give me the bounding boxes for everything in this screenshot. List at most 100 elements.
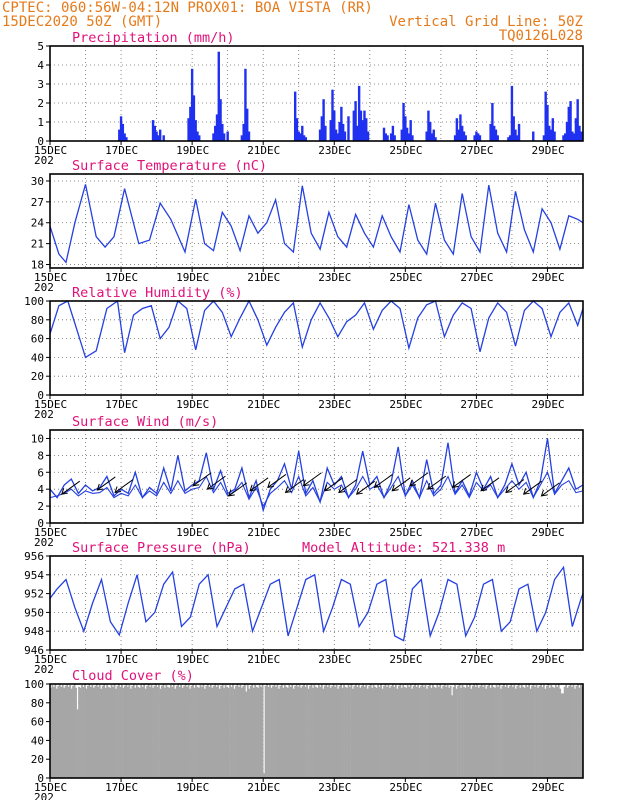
cloud-bar bbox=[519, 687, 522, 778]
wind-arrow bbox=[391, 477, 411, 492]
pres-xtick-label: 27DEC bbox=[460, 653, 493, 666]
cloud-bar bbox=[264, 685, 267, 778]
wind-arrow bbox=[427, 475, 447, 490]
cloud-bar bbox=[276, 684, 279, 778]
cloud-bar bbox=[220, 685, 223, 778]
cloud-ytick-label: 20 bbox=[31, 753, 44, 766]
cloud-bar bbox=[406, 684, 409, 778]
precip-bar bbox=[192, 95, 196, 141]
cloud-bar bbox=[181, 687, 184, 778]
cloud-bar bbox=[399, 684, 402, 778]
wind-ytick-label: 2 bbox=[37, 500, 44, 513]
cloud-bar bbox=[571, 686, 573, 778]
cloud-bar bbox=[377, 684, 379, 778]
precip-xtick-label: 21DEC bbox=[247, 144, 280, 157]
cloud-bar bbox=[109, 687, 112, 778]
cloud-bar bbox=[85, 688, 88, 778]
wind-arrow bbox=[97, 476, 116, 491]
cloud-bar bbox=[110, 684, 113, 778]
wind-ytick-label: 4 bbox=[37, 483, 44, 496]
precip-bar bbox=[578, 125, 581, 141]
cloud-bar bbox=[112, 686, 114, 778]
cloud-xtick-label: 23DEC bbox=[318, 781, 351, 794]
cloud-bar bbox=[312, 687, 314, 778]
precip-panel: 0 1 2 3 4 5 15DEC 17DEC 19DEC 21DEC 23DEC 25DEC 27DE… bbox=[34, 30, 584, 167]
cloud-bar bbox=[61, 684, 64, 778]
cloud-bar bbox=[412, 685, 415, 778]
cloud-bar bbox=[449, 685, 452, 778]
cloud-bar bbox=[224, 684, 227, 778]
precip-bar bbox=[565, 122, 569, 141]
wind-xtick-label: 21DEC bbox=[247, 526, 280, 539]
wind-arrow-head bbox=[267, 481, 274, 489]
cloud-bar bbox=[322, 688, 325, 778]
cloud-bar bbox=[266, 684, 268, 778]
cloud-bar bbox=[426, 688, 428, 778]
cloud-bar bbox=[79, 687, 82, 778]
temp-xtick-label: 27DEC bbox=[460, 271, 493, 284]
wind-arrow bbox=[192, 472, 212, 487]
wind-arrow-head bbox=[228, 489, 235, 497]
cloud-bar bbox=[81, 684, 83, 778]
cloud-bar bbox=[343, 684, 345, 778]
cloud-bar bbox=[461, 684, 464, 778]
cloud-bar bbox=[510, 684, 513, 778]
precip-ytick-label: 3 bbox=[37, 78, 44, 91]
precip-xtick-label: 15DEC bbox=[34, 144, 67, 157]
cloud-bar bbox=[100, 688, 103, 778]
cloud-bar bbox=[232, 684, 234, 778]
cloud-bar bbox=[205, 685, 208, 778]
cloud-bar bbox=[480, 684, 483, 778]
cloud-bar bbox=[378, 686, 381, 778]
cloud-bar bbox=[91, 684, 94, 778]
cloud-bar bbox=[275, 686, 277, 778]
wind-ytick-label: 10 bbox=[31, 432, 44, 445]
pres-title: Surface Pressure (hPa) bbox=[72, 540, 251, 556]
cloud-bar bbox=[300, 687, 302, 778]
cloud-bar bbox=[149, 686, 151, 778]
rh-xtick-label: 21DEC bbox=[247, 398, 280, 411]
precip-bar bbox=[453, 135, 457, 141]
cloud-bar bbox=[84, 684, 86, 778]
precip-bar bbox=[320, 116, 324, 141]
temp-frame bbox=[49, 173, 584, 269]
precip-bar bbox=[194, 120, 197, 141]
wind-arrow bbox=[541, 482, 560, 497]
cloud-bar bbox=[180, 684, 183, 778]
cloud-bar bbox=[548, 687, 551, 778]
cloud-bar bbox=[78, 686, 80, 778]
cloud-bar bbox=[236, 684, 239, 778]
cloud-bar bbox=[141, 686, 144, 778]
wind-arrow bbox=[285, 479, 304, 493]
cloud-bar bbox=[535, 684, 538, 778]
pres-line bbox=[49, 565, 584, 642]
precip-bar bbox=[222, 133, 226, 141]
precip-bar bbox=[196, 131, 199, 141]
cloud-bar bbox=[574, 688, 576, 778]
cloud-bar bbox=[125, 684, 128, 778]
cloud-bar bbox=[280, 684, 283, 778]
pres-subtitle: Model Altitude: 521.338 m bbox=[302, 540, 505, 556]
precip-bar bbox=[190, 68, 194, 141]
precip-bar bbox=[366, 131, 370, 141]
precip-bar bbox=[411, 135, 414, 141]
precip-bar bbox=[580, 131, 583, 141]
cloud-bar bbox=[429, 684, 431, 778]
cloud-bar bbox=[97, 686, 100, 778]
cloud-bar bbox=[543, 684, 545, 778]
cloud-bar bbox=[329, 687, 332, 778]
cloud-bar bbox=[565, 684, 568, 778]
cloud-bar bbox=[455, 688, 458, 778]
pres-xtick-label: 21DEC bbox=[247, 653, 280, 666]
cloud-bar bbox=[249, 685, 252, 778]
wind-arrow bbox=[505, 479, 525, 493]
pres-panel: 946 948 950 952 954 956 15DEC 17DEC 19DEC 21DEC 23… bbox=[24, 540, 584, 676]
cloud-bar bbox=[538, 685, 541, 778]
cloud-bar bbox=[116, 685, 119, 778]
precip-bar bbox=[508, 135, 512, 141]
cloud-bar bbox=[403, 686, 406, 778]
cloud-bar bbox=[431, 684, 434, 778]
cloud-bar bbox=[454, 684, 456, 778]
cloud-bar bbox=[368, 685, 371, 778]
cloud-bar bbox=[152, 687, 154, 778]
